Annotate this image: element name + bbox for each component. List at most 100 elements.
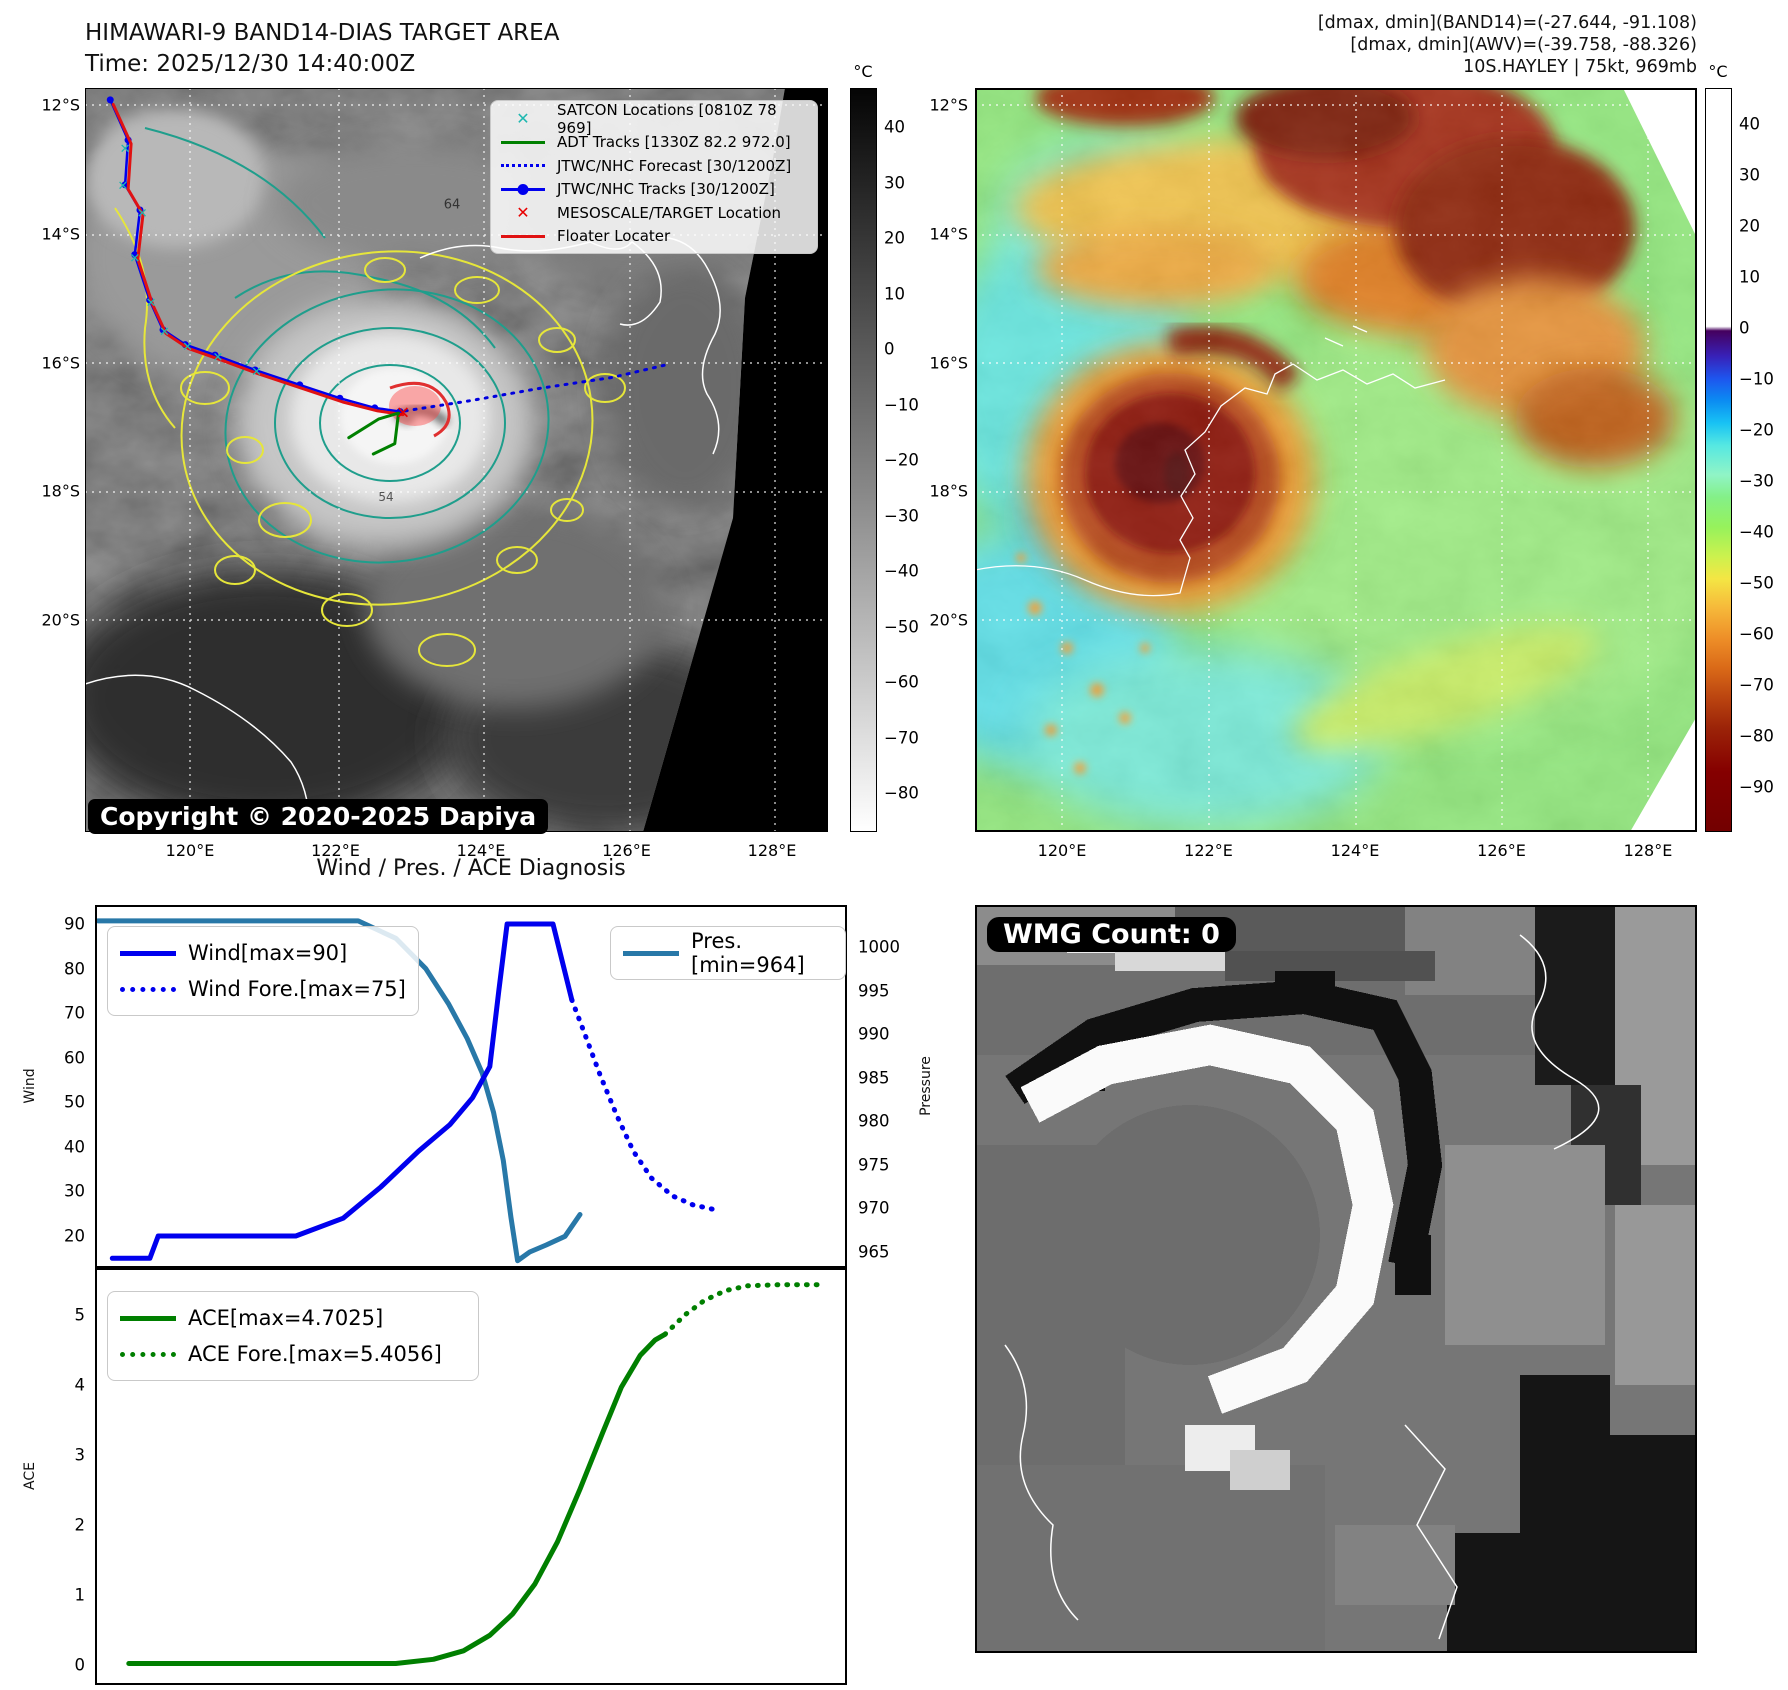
rightmap-lon-axis-tick: 122°E xyxy=(1184,841,1233,860)
legend-label: Pres.[min=964] xyxy=(691,929,805,977)
legend-item-mesoscale: ✕ MESOSCALE/TARGET Location xyxy=(501,201,807,225)
rightcbar-ticks-tick: −60 xyxy=(1739,624,1774,644)
rightmap-lon-axis: 120°E 122°E 124°E 126°E 128°E xyxy=(0,841,1788,865)
legend-label: ACE Fore.[max=5.4056] xyxy=(188,1342,442,1366)
wind-yaxis-ticks-tick: 80 xyxy=(64,959,85,979)
leftcbar-unit: °C xyxy=(853,62,873,81)
rightcbar-ticks-tick: −10 xyxy=(1739,369,1774,389)
ace-yaxis-ticks-tick: 1 xyxy=(74,1585,86,1605)
wind-yaxis-ticks-tick: 90 xyxy=(64,914,85,934)
map-legend: ✕ SATCON Locations [0810Z 78 969] ADT Tr… xyxy=(490,100,818,254)
leftcbar-ticks-tick: −50 xyxy=(884,617,919,636)
forecast-track-line xyxy=(403,362,672,413)
legend-item-adt: ADT Tracks [1330Z 82.2 972.0] xyxy=(501,131,807,155)
track-line-dot-icon xyxy=(501,187,545,191)
floater-line-icon xyxy=(501,234,545,238)
wind-forecast-line xyxy=(569,997,716,1212)
leftcbar-ticks-tick: −70 xyxy=(884,728,919,747)
wmg-count-badge: WMG Count: 0 xyxy=(987,917,1236,952)
leftcbar-ticks-tick: −60 xyxy=(884,672,919,692)
leftmap-lon-axis: 120°E 122°E 124°E 126°E 128°E xyxy=(0,841,900,865)
wind-line-icon xyxy=(120,950,176,956)
rightcbar-ticks-tick: 10 xyxy=(1739,267,1760,287)
satcon-x-icon: ✕ xyxy=(516,108,530,128)
rightcbar-ticks-tick: −90 xyxy=(1739,777,1774,797)
rightcbar-ticks-tick: −70 xyxy=(1739,675,1774,695)
ace-forecast-line xyxy=(662,1282,824,1337)
satcon-marks-glyph: ✕ xyxy=(182,340,193,355)
pressure-yaxis-ticks-tick: 990 xyxy=(858,1024,890,1044)
pressure-yaxis-ticks-tick: 1000 xyxy=(858,937,900,957)
chart-title: Wind / Pres. / ACE Diagnosis xyxy=(316,856,626,881)
wind-yaxis-ticks-tick: 60 xyxy=(64,1048,85,1068)
leftmap-lon-axis-tick: 124°E xyxy=(456,841,506,860)
satcon-marks-glyph: ✕ xyxy=(251,365,262,380)
figure-title-block: HIMAWARI-9 BAND14-DIAS TARGET AREA Time:… xyxy=(85,18,559,80)
leftcbar-ticks-tick: −20 xyxy=(884,450,919,470)
leftcbar-ticks-tick: −80 xyxy=(884,783,919,803)
enhanced-satellite-map xyxy=(975,88,1697,832)
mesoscale-target-mark: ✕ xyxy=(396,404,410,424)
rightmap-lat-axis: 12°S 14°S 16°S 18°S 20°S xyxy=(916,0,968,1690)
pressure-yaxis-ticks: 1000 995 990 985 980 975 970 965 xyxy=(858,0,914,1690)
copyright-badge: Copyright © 2020-2025 Dapiya xyxy=(88,799,549,834)
pressure-yaxis-ticks-tick: 965 xyxy=(858,1242,890,1262)
leftmap-lat-axis-tick: 16°S xyxy=(41,353,80,373)
rightcbar-ticks-tick: −80 xyxy=(1739,726,1774,746)
legend-label: ACE[max=4.7025] xyxy=(188,1306,384,1330)
leftmap-lat-axis-tick: 20°S xyxy=(41,610,80,630)
satcon-marks-glyph: ✕ xyxy=(146,296,157,311)
leftcbar-ticks-tick: −30 xyxy=(884,506,919,525)
ace-yaxis-ticks-tick: 3 xyxy=(74,1445,86,1465)
contour-label-64: 64 xyxy=(443,197,461,213)
satcon-marks-glyph: ✕ xyxy=(129,251,140,266)
coastline xyxy=(1004,934,1600,1640)
satcon-marks-glyph: ✕ xyxy=(159,325,170,340)
satcon-marks-glyph: ✕ xyxy=(213,350,224,365)
mesoscale-x-icon: ✕ xyxy=(516,202,530,222)
pressure-legend: Pres.[min=964] xyxy=(610,926,846,980)
legend-label: Wind[max=90] xyxy=(188,941,348,965)
legend-label: SATCON Locations [0810Z 78 969] xyxy=(557,100,777,137)
wind-yaxis-ticks-tick: 70 xyxy=(64,1003,85,1023)
storm-id-intensity: 10S.HAYLEY | 75kt, 969mb xyxy=(1463,57,1697,77)
legend-label: JTWC/NHC Tracks [30/1200Z] xyxy=(557,180,775,199)
jtwc-track-points-glyph xyxy=(131,251,139,259)
graticule xyxy=(975,88,1697,832)
ace-yaxis-ticks-tick: 4 xyxy=(74,1375,86,1395)
dmax-dmin-band14: [dmax, dmin](BAND14)=(-27.644, -91.108) xyxy=(1317,13,1697,33)
satcon-marks-glyph: ✕ xyxy=(117,179,128,194)
forecast-dotted-line-icon xyxy=(501,164,545,168)
pressure-yaxis-ticks-tick: 975 xyxy=(858,1155,890,1175)
pressure-axis-label: Pressure xyxy=(918,1056,934,1116)
ace-line xyxy=(126,1331,668,1666)
pressure-yaxis-ticks-tick: 980 xyxy=(858,1111,890,1131)
legend-label: ADT Tracks [1330Z 82.2 972.0] xyxy=(557,133,791,152)
leftmap-lat-axis: 12°S 14°S 16°S 18°S 20°S xyxy=(28,0,80,1690)
ace-chart xyxy=(126,1282,824,1666)
rightmap-lat-axis-tick: 14°S xyxy=(929,224,968,244)
pressure-yaxis-ticks-tick: 995 xyxy=(858,981,890,1001)
rightcbar-ticks-tick: 40 xyxy=(1739,114,1760,134)
pressure-line-icon xyxy=(623,950,679,956)
leftmap-lat-axis-tick: 14°S xyxy=(41,224,80,244)
diagnostics-block: [dmax, dmin](BAND14)=(-27.644, -91.108) … xyxy=(1318,12,1697,78)
rightmap-lon-axis-tick: 126°E xyxy=(1477,841,1526,860)
leftmap-lat-axis-tick: 12°S xyxy=(41,95,80,115)
legend-item-ace-fore: ACE Fore.[max=5.4056] xyxy=(120,1336,466,1372)
legend-item-wind: Wind[max=90] xyxy=(120,935,406,971)
pressure-yaxis-ticks-tick: 985 xyxy=(858,1068,890,1088)
page-title: HIMAWARI-9 BAND14-DIAS TARGET AREA xyxy=(85,20,560,46)
wind-legend: Wind[max=90] Wind Fore.[max=75] xyxy=(107,926,419,1016)
ace-axis-label: ACE xyxy=(22,1462,38,1490)
leftmap-lat-axis-tick: 18°S xyxy=(41,481,80,501)
rightcbar-ticks-tick: −50 xyxy=(1739,573,1774,593)
wind-axis-label: Wind xyxy=(22,1068,38,1104)
ace-forecast-dotted-icon xyxy=(120,1351,176,1357)
rightmap-lon-axis-tick: 120°E xyxy=(1037,841,1087,860)
leftmap-lon-axis-tick: 120°E xyxy=(165,841,215,860)
legend-label: Wind Fore.[max=75] xyxy=(188,977,406,1001)
wind-yaxis-ticks-tick: 50 xyxy=(64,1092,85,1112)
floater-track-line xyxy=(111,102,405,417)
